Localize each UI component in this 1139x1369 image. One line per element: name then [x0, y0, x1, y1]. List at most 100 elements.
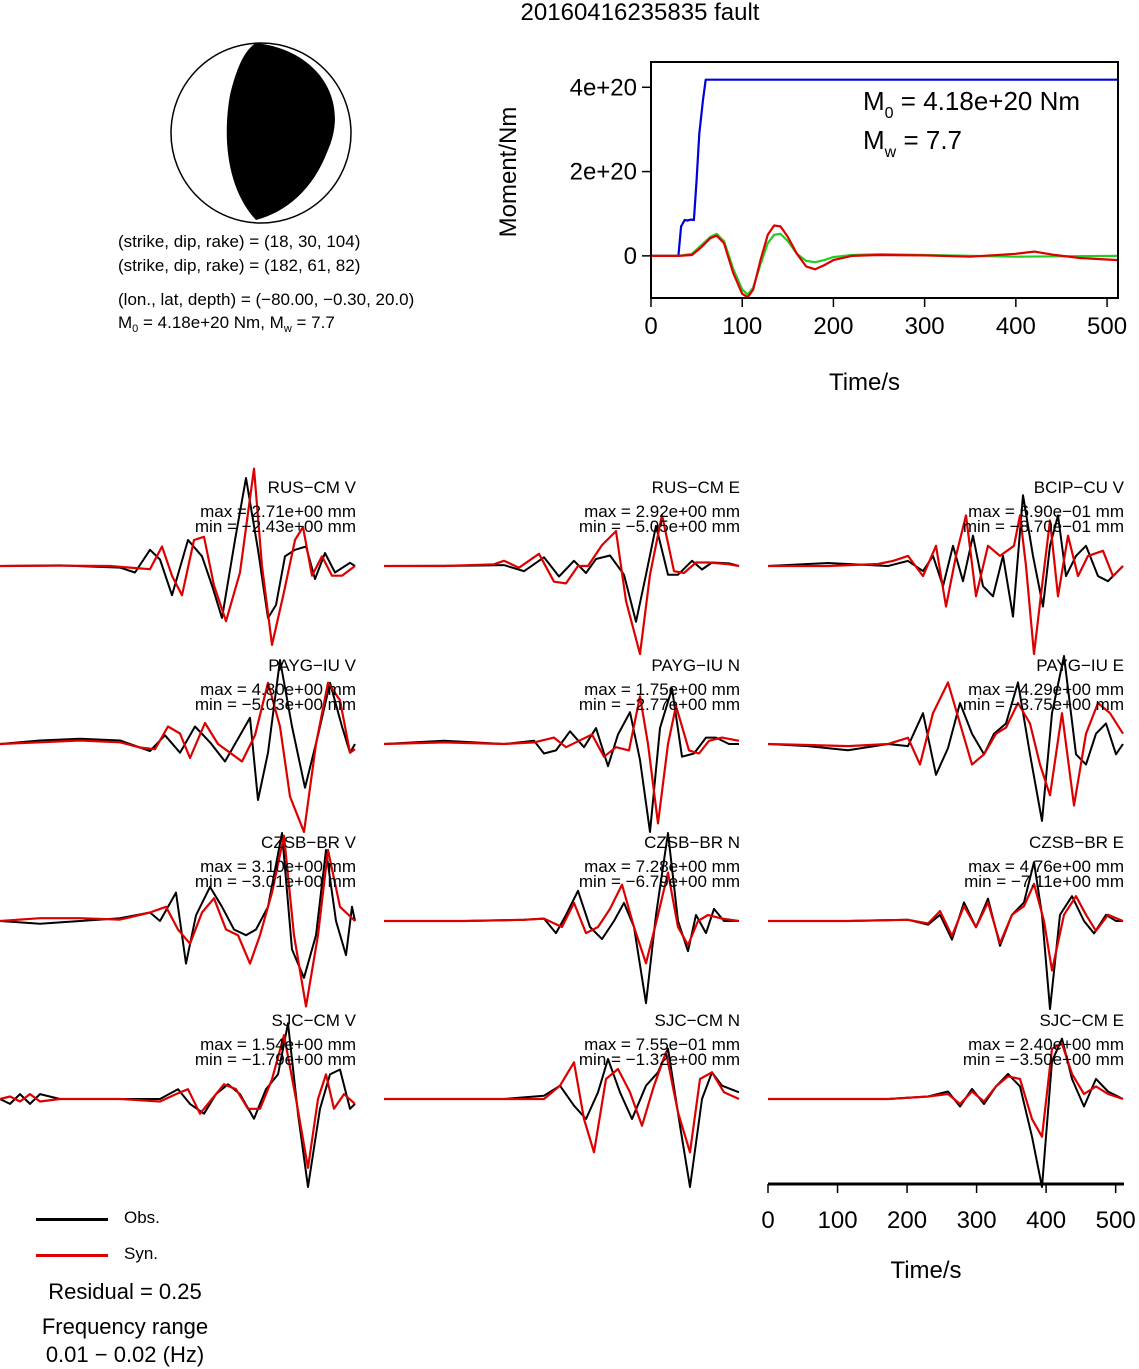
trace-min-label: min = −5.05e+00 mm	[578, 517, 740, 536]
waveform-panel: SJC−CM V max = 1.54e+00 mm min = −1.79e+00…	[0, 1007, 356, 1188]
station-label: PAYG−IU E	[1036, 656, 1124, 675]
waveform-plot	[768, 861, 1124, 1010]
observed-waveform	[768, 861, 1123, 1010]
waveform-panel: SJC−CM E max = 2.40e+00 mm min = −3.50e+00…	[768, 1007, 1124, 1188]
waveform-plot	[0, 1022, 356, 1188]
synthetic-waveform	[0, 467, 356, 646]
trace-min-label: min = −8.70e−01 mm	[962, 517, 1124, 536]
trace-min-label: min = −5.03e+00 mm	[194, 695, 356, 714]
synthetic-waveform	[384, 513, 740, 656]
waveform-x-axis-label: Time/s	[890, 1257, 961, 1284]
trace-max-label: max = 3.10e+00 mm	[200, 857, 356, 876]
frequency-range-value: 0.01 − 0.02 (Hz)	[45, 1342, 205, 1367]
station-label: RUS−CM V	[267, 478, 356, 497]
moment-series-1	[651, 232, 1119, 296]
moment-x-tick-label: 100	[722, 313, 762, 340]
trace-min-label: min = −6.79e+00 mm	[578, 872, 740, 891]
station-label: BCIP−CU V	[1033, 478, 1124, 497]
waveform-plot	[0, 832, 356, 1008]
waveform-panel: CZSB−BR E max = 4.76e+00 mm min = −7.11e+0…	[768, 829, 1124, 1010]
waveform-plot	[384, 1047, 740, 1188]
waveform-panel: PAYG−IU V max = 4.80e+00 mm min = −5.03e+0…	[0, 652, 356, 834]
synthetic-waveform	[0, 834, 356, 1008]
page-title: 20160416235835 fault	[520, 0, 760, 26]
waveform-x-tick-label: 100	[818, 1207, 858, 1234]
focal-mechanism-beachball	[170, 42, 352, 224]
waveform-panel: SJC−CM N max = 7.55e−01 mm min = −1.32e+00…	[384, 1007, 740, 1188]
legend-syn-line	[36, 1254, 108, 1257]
synthetic-waveform	[384, 871, 740, 965]
moment-annotation: M0 = 4.18e+20 Nm Mw = 7.7	[863, 84, 1080, 162]
moment-y-axis-label: Moment/Nm	[495, 107, 522, 238]
station-label: PAYG−IU N	[651, 656, 740, 675]
observed-waveform	[767, 655, 1124, 822]
m0-subscript: 0	[132, 323, 139, 335]
waveform-plot	[767, 655, 1124, 822]
mw-subscript: w	[283, 323, 292, 335]
waveform-plot	[768, 1037, 1124, 1188]
moment-x-tick-label: 300	[905, 313, 945, 340]
waveform-plot	[384, 832, 740, 1005]
annot-mw-symbol: M	[863, 125, 885, 155]
moment-x-axis-label: Time/s	[829, 369, 900, 396]
annot-mw-subscript: w	[884, 144, 897, 161]
station-label: RUS−CM E	[651, 478, 740, 497]
trace-max-label: max = 7.55e−01 mm	[584, 1035, 740, 1054]
trace-min-label: min = −1.79e+00 mm	[194, 1050, 356, 1069]
trace-max-label: max = 6.90e−01 mm	[968, 502, 1124, 521]
moment-y-tick-label: 4e+20	[570, 74, 637, 101]
waveform-plot	[767, 494, 1124, 656]
station-label: CZSB−BR N	[644, 833, 740, 852]
moment-plot-frame	[650, 61, 1119, 299]
synthetic-waveform	[0, 1034, 356, 1169]
trace-min-label: min = −2.43e+00 mm	[194, 517, 356, 536]
moment-series-2	[651, 224, 1119, 299]
legend-obs-line	[36, 1218, 108, 1221]
legend-syn-label: Syn.	[124, 1244, 159, 1263]
waveform-x-tick-label: 500	[1096, 1207, 1136, 1234]
trace-min-label: min = −2.77e+00 mm	[578, 695, 740, 714]
waveform-x-tick-label: 0	[761, 1207, 774, 1234]
trace-max-label: max = 7.28e+00 mm	[584, 857, 740, 876]
waveform-plot	[0, 467, 356, 646]
trace-min-label: min = −3.01e+00 mm	[194, 872, 356, 891]
station-label: CZSB−BR E	[1029, 833, 1124, 852]
synthetic-waveform	[0, 681, 356, 834]
m0-value: = 4.18e+20 Nm, M	[138, 313, 284, 332]
hypocenter-location: (lon., lat, depth) = (−80.00, −0.30, 20.…	[118, 290, 415, 309]
frequency-range-label: Frequency range	[41, 1314, 209, 1339]
waveform-panel: CZSB−BR N max = 7.28e+00 mm min = −6.79e+0…	[384, 829, 740, 1007]
residual-value: Residual = 0.25	[48, 1279, 202, 1304]
beachball-compressional-quadrant	[226, 43, 335, 220]
observed-waveform	[0, 477, 356, 619]
waveform-x-tick-label: 200	[887, 1207, 927, 1234]
station-label: SJC−CM N	[654, 1011, 740, 1030]
waveform-plot	[383, 687, 740, 833]
observed-waveform	[0, 832, 356, 979]
observed-waveform	[767, 494, 1124, 618]
moment-x-tick-label: 500	[1087, 313, 1127, 340]
waveform-panel: RUS−CM E max = 2.92e+00 mm min = −5.05e+00…	[383, 474, 740, 656]
waveform-plot	[383, 513, 740, 656]
synthetic-waveform	[384, 1051, 740, 1154]
trace-max-label: max = 2.40e+00 mm	[968, 1035, 1124, 1054]
trace-max-label: max = 4.80e+00 mm	[200, 680, 356, 699]
nodal-plane-2: (strike, dip, rake) = (182, 61, 82)	[118, 256, 361, 275]
trace-max-label: max = 4.29e+00 mm	[968, 680, 1124, 699]
waveform-panel: RUS−CM V max = 2.71e+00 mm min = −2.43e+00…	[0, 467, 356, 652]
trace-max-label: max = 2.92e+00 mm	[584, 502, 740, 521]
moment-chart: 0 100 200 300 400 500 0 2e+20 4e+20 Time/s Moment/…	[495, 61, 1127, 396]
trace-min-label: min = −3.50e+00 mm	[962, 1050, 1124, 1069]
observed-waveform	[384, 1047, 740, 1188]
waveform-plot	[0, 659, 356, 834]
moment-series-0	[651, 78, 1118, 257]
observed-waveform	[383, 687, 739, 833]
trace-max-label: max = 4.76e+00 mm	[968, 857, 1124, 876]
moment-x-tick-label: 0	[644, 313, 657, 340]
synthetic-waveform	[768, 1042, 1124, 1138]
moment-x-tick-label: 400	[996, 313, 1036, 340]
waveform-panel: PAYG−IU E max = 4.29e+00 mm min = −3.75e+0…	[767, 652, 1124, 830]
annot-m0-subscript: 0	[884, 105, 894, 122]
synthetic-waveform	[768, 514, 1124, 656]
annot-m0-symbol: M	[863, 86, 885, 116]
